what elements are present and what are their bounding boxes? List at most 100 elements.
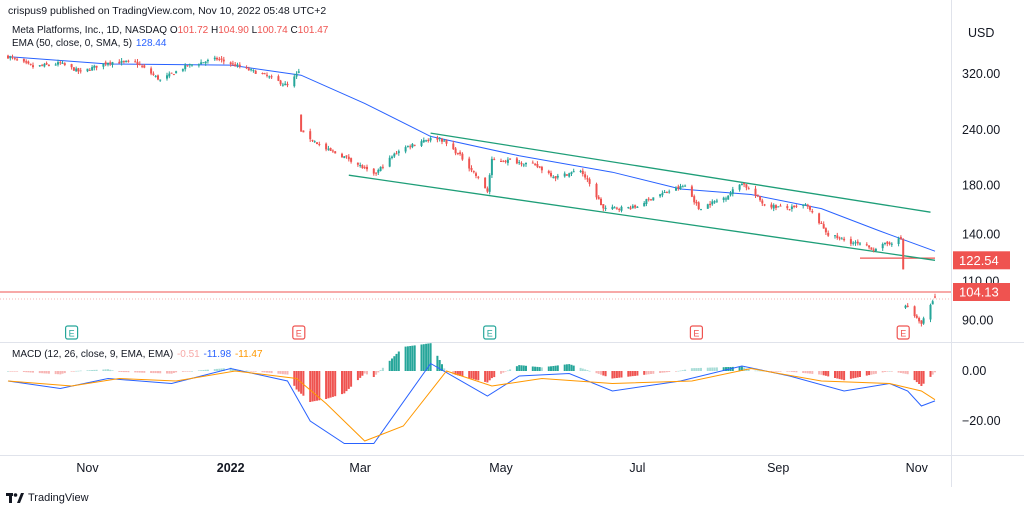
candle-body [874, 249, 877, 251]
candle-body [154, 75, 157, 77]
time-tick-label: Jul [629, 461, 645, 475]
candle-body [120, 60, 123, 63]
candle [281, 82, 284, 87]
candle-body [202, 62, 205, 64]
macd-histogram-bar [45, 371, 48, 374]
macd-histogram-bar [500, 371, 502, 374]
macd-histogram-bar [41, 371, 44, 374]
earnings-marker[interactable]: E [896, 325, 910, 340]
macd-legend: MACD (12, 26, close, 9, EMA, EMA) -0.51 … [12, 349, 263, 360]
macd-histogram-bar [502, 371, 505, 373]
earnings-marker[interactable]: E [292, 325, 306, 340]
candle [143, 64, 146, 69]
candle [740, 182, 743, 186]
macd-histogram-bar [88, 370, 91, 371]
tradingview-brand[interactable]: TradingView [6, 492, 89, 504]
candle [802, 204, 805, 209]
candle-body [547, 171, 550, 173]
candle-body [311, 139, 314, 141]
candle [284, 81, 287, 86]
candle [425, 139, 428, 143]
candle [413, 144, 416, 147]
candle [286, 81, 289, 88]
candle-body [366, 166, 368, 170]
candle-body [452, 143, 455, 150]
macd-histogram-bar [425, 343, 428, 371]
candle [261, 72, 264, 75]
candle-body [45, 63, 48, 65]
earnings-marker[interactable]: E [689, 325, 704, 340]
candle-body [518, 162, 521, 164]
candle-body [313, 141, 316, 143]
macd-histogram-bar [675, 371, 677, 372]
candle-body [11, 56, 14, 58]
macd-histogram-bar [779, 371, 782, 372]
macd-histogram-bar [393, 356, 396, 371]
candle [445, 139, 448, 147]
candle-body [870, 247, 873, 250]
macd-histogram-bar [197, 370, 200, 371]
close-value: 101.47 [297, 25, 329, 36]
macd-histogram-bar [722, 367, 725, 371]
candle [902, 238, 905, 270]
candle-body [540, 166, 543, 171]
macd-histogram-bar [486, 371, 489, 383]
candle [681, 184, 684, 188]
candle-body [32, 65, 34, 68]
macd-histogram-bar [443, 368, 446, 371]
candle-body [597, 196, 600, 200]
candle [772, 203, 775, 212]
channel-lower-line[interactable] [348, 174, 936, 261]
macd-histogram-bar [125, 371, 128, 373]
macd-histogram-bar [634, 371, 637, 376]
candle [586, 175, 589, 183]
earnings-marker[interactable]: E [64, 325, 79, 340]
macd-histogram-bar [375, 371, 378, 375]
channel-upper-line[interactable] [430, 132, 931, 213]
candle [150, 66, 153, 76]
candle-body [309, 131, 312, 140]
macd-histogram-bar [61, 371, 64, 374]
macd-histogram-bar [70, 371, 73, 372]
candle [504, 159, 507, 164]
candle [266, 72, 268, 78]
macd-histogram-bar [820, 371, 823, 375]
candle [107, 62, 109, 67]
candle [138, 61, 141, 66]
macd-histogram-bar [631, 371, 634, 377]
macd-histogram-bar [86, 370, 89, 371]
candle-body [61, 62, 64, 64]
candle [693, 194, 696, 205]
candle [168, 71, 171, 79]
candle [899, 235, 902, 240]
macd-line [7, 362, 936, 444]
macd-histogram-bar [359, 371, 362, 378]
candle [563, 171, 566, 178]
candle [502, 160, 505, 163]
candle [631, 204, 634, 209]
candle [220, 56, 223, 63]
macd-histogram-bar [461, 371, 464, 377]
candle-body [381, 166, 384, 168]
candle-body [136, 61, 139, 65]
candle [32, 62, 34, 69]
candle-body [268, 76, 271, 78]
candle-body [531, 162, 534, 164]
candle-body [568, 173, 571, 177]
candle [729, 191, 732, 197]
macd-histogram-bar [679, 370, 682, 372]
candle [391, 155, 393, 160]
macd-histogram-bar [95, 369, 98, 371]
candle-body [856, 241, 859, 244]
candle [675, 186, 677, 191]
macd-histogram-bar [802, 371, 805, 373]
candle-body [897, 238, 900, 244]
candle-body [72, 67, 75, 71]
macd-histogram-bar [709, 367, 712, 371]
earnings-marker[interactable]: E [483, 325, 497, 340]
macd-histogram-bar [43, 371, 46, 374]
candle [722, 196, 725, 203]
candle [388, 155, 391, 168]
candle [125, 60, 128, 63]
